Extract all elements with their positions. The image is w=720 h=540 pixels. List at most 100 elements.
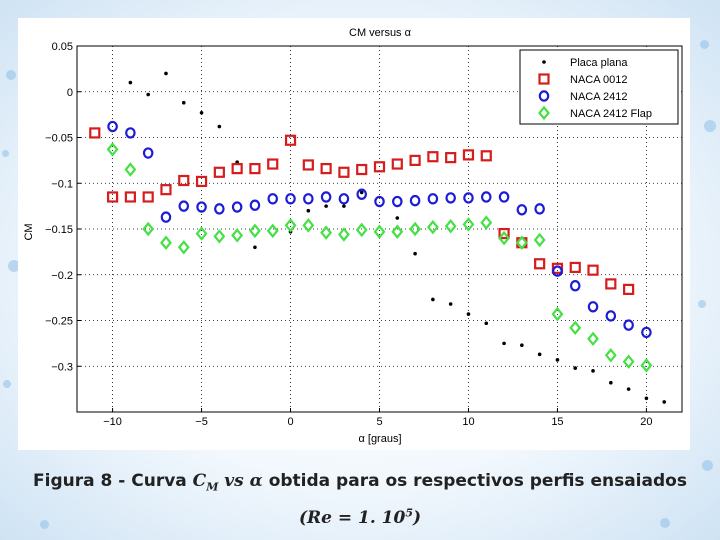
data-point-placa-plana — [253, 245, 257, 250]
y-axis-label: CM — [23, 223, 35, 240]
y-tick-label: −0.05 — [45, 133, 73, 145]
data-point-naca-2412-flap — [142, 221, 155, 237]
x-axis-label: α [graus] — [358, 433, 401, 445]
data-point-naca-0012 — [498, 227, 510, 240]
x-tick-label: 15 — [551, 416, 563, 428]
series-naca-0012 — [89, 127, 635, 295]
decorative-bubble — [40, 520, 49, 529]
caption-math-main: C — [192, 471, 207, 491]
data-point-naca-2412-flap — [444, 219, 457, 234]
data-point-placa-plana — [431, 297, 435, 302]
data-point-naca-2412-flap — [337, 227, 350, 242]
data-point-placa-plana — [555, 358, 560, 362]
data-point-naca-2412-flap — [426, 219, 439, 235]
caption-math-sub: M — [206, 480, 219, 494]
data-point-naca-2412 — [107, 120, 118, 133]
data-point-naca-2412 — [623, 319, 634, 331]
data-point-naca-0012 — [320, 163, 332, 175]
data-point-placa-plana — [662, 400, 667, 404]
decorative-bubble — [700, 40, 709, 49]
data-point-placa-plana — [199, 110, 204, 115]
data-point-naca-2412-flap — [587, 331, 599, 347]
data-point-naca-2412-flap — [266, 223, 279, 239]
decorative-bubble — [3, 380, 11, 388]
data-point-naca-0012 — [284, 134, 297, 146]
data-point-naca-2412 — [320, 191, 332, 203]
data-point-placa-plana — [448, 302, 453, 306]
data-point-naca-0012 — [213, 166, 225, 178]
data-point-naca-0012 — [605, 278, 617, 290]
data-point-naca-2412-flap — [391, 224, 404, 239]
data-point-naca-2412 — [196, 201, 207, 213]
data-point-naca-0012 — [569, 261, 581, 274]
caption-reynolds-exponent: 5 — [405, 506, 413, 520]
data-point-naca-2412-flap — [106, 142, 119, 157]
y-tick-label: 0.05 — [52, 41, 73, 53]
data-point-naca-2412-flap — [569, 320, 582, 336]
data-point-naca-0012 — [160, 184, 172, 196]
data-point-naca-0012 — [142, 191, 154, 203]
data-point-naca-2412 — [569, 280, 581, 292]
data-point-naca-2412-flap — [515, 235, 528, 250]
chart-title: CM versus α — [349, 27, 412, 39]
legend-marker-placa-plana — [542, 60, 546, 64]
data-point-naca-2412-flap — [498, 230, 510, 246]
data-point-naca-2412 — [303, 193, 314, 205]
data-point-naca-2412 — [285, 193, 296, 205]
data-point-naca-2412 — [142, 147, 154, 159]
data-point-naca-2412-flap — [480, 215, 493, 230]
data-point-naca-2412-flap — [622, 354, 635, 369]
data-point-placa-plana — [342, 204, 346, 208]
data-point-naca-2412-flap — [373, 224, 386, 239]
data-point-naca-0012 — [356, 163, 368, 176]
caption-suffix: obtida para os respectivos perfis ensaia… — [268, 471, 687, 491]
legend: Placa plana NACA 0012 NACA 2412 NACA 2412 F… — [519, 49, 679, 125]
data-point-placa-plana — [626, 387, 631, 391]
data-point-placa-plana — [591, 369, 595, 373]
data-point-naca-2412 — [214, 203, 225, 215]
data-point-naca-2412 — [356, 188, 368, 200]
data-point-placa-plana — [395, 216, 400, 220]
data-point-naca-2412 — [178, 200, 190, 212]
figure-caption: Figura 8 - Curva CM vs α obtida para os … — [30, 468, 690, 531]
decorative-bubble — [704, 120, 716, 132]
data-point-naca-2412-flap — [551, 306, 564, 322]
decorative-bubble — [660, 518, 670, 528]
decorative-bubble — [698, 300, 706, 308]
data-point-naca-2412-flap — [302, 218, 315, 233]
data-point-placa-plana — [573, 366, 578, 370]
data-point-naca-0012 — [587, 264, 599, 276]
data-point-naca-2412-flap — [409, 221, 422, 237]
data-point-naca-2412 — [374, 195, 385, 208]
data-point-naca-2412-flap — [124, 162, 137, 177]
data-point-naca-2412 — [409, 194, 421, 207]
legend-label-placa-plana: Placa plana — [570, 57, 628, 69]
legend-marker-naca-0012 — [538, 73, 550, 85]
legend-label-naca-2412: NACA 2412 — [570, 91, 627, 103]
data-point-naca-2412-flap — [213, 229, 226, 244]
decorative-bubble — [8, 260, 20, 272]
data-point-naca-2412 — [445, 192, 456, 204]
data-point-placa-plana — [217, 124, 222, 129]
data-point-placa-plana — [306, 208, 311, 213]
data-point-naca-2412 — [587, 301, 599, 313]
x-tick-label: −10 — [103, 416, 122, 428]
legend-label-naca-0012: NACA 0012 — [570, 74, 627, 86]
data-point-naca-2412-flap — [177, 240, 190, 255]
data-point-naca-0012 — [124, 191, 136, 203]
data-point-naca-2412 — [338, 193, 350, 205]
data-point-naca-2412-flap — [160, 235, 172, 250]
data-point-naca-2412-flap — [533, 232, 546, 248]
decorative-bubble — [702, 460, 713, 471]
data-point-placa-plana — [537, 352, 542, 357]
data-point-naca-2412-flap — [604, 348, 617, 363]
data-point-naca-0012 — [462, 149, 475, 161]
decorative-bubble — [2, 150, 9, 157]
caption-reynolds-close: ) — [413, 508, 422, 529]
data-point-naca-0012 — [338, 166, 350, 178]
data-point-placa-plana — [413, 251, 417, 256]
data-point-placa-plana — [324, 204, 328, 208]
data-point-naca-2412 — [391, 195, 403, 208]
data-point-placa-plana — [128, 80, 133, 85]
data-point-placa-plana — [181, 100, 186, 105]
